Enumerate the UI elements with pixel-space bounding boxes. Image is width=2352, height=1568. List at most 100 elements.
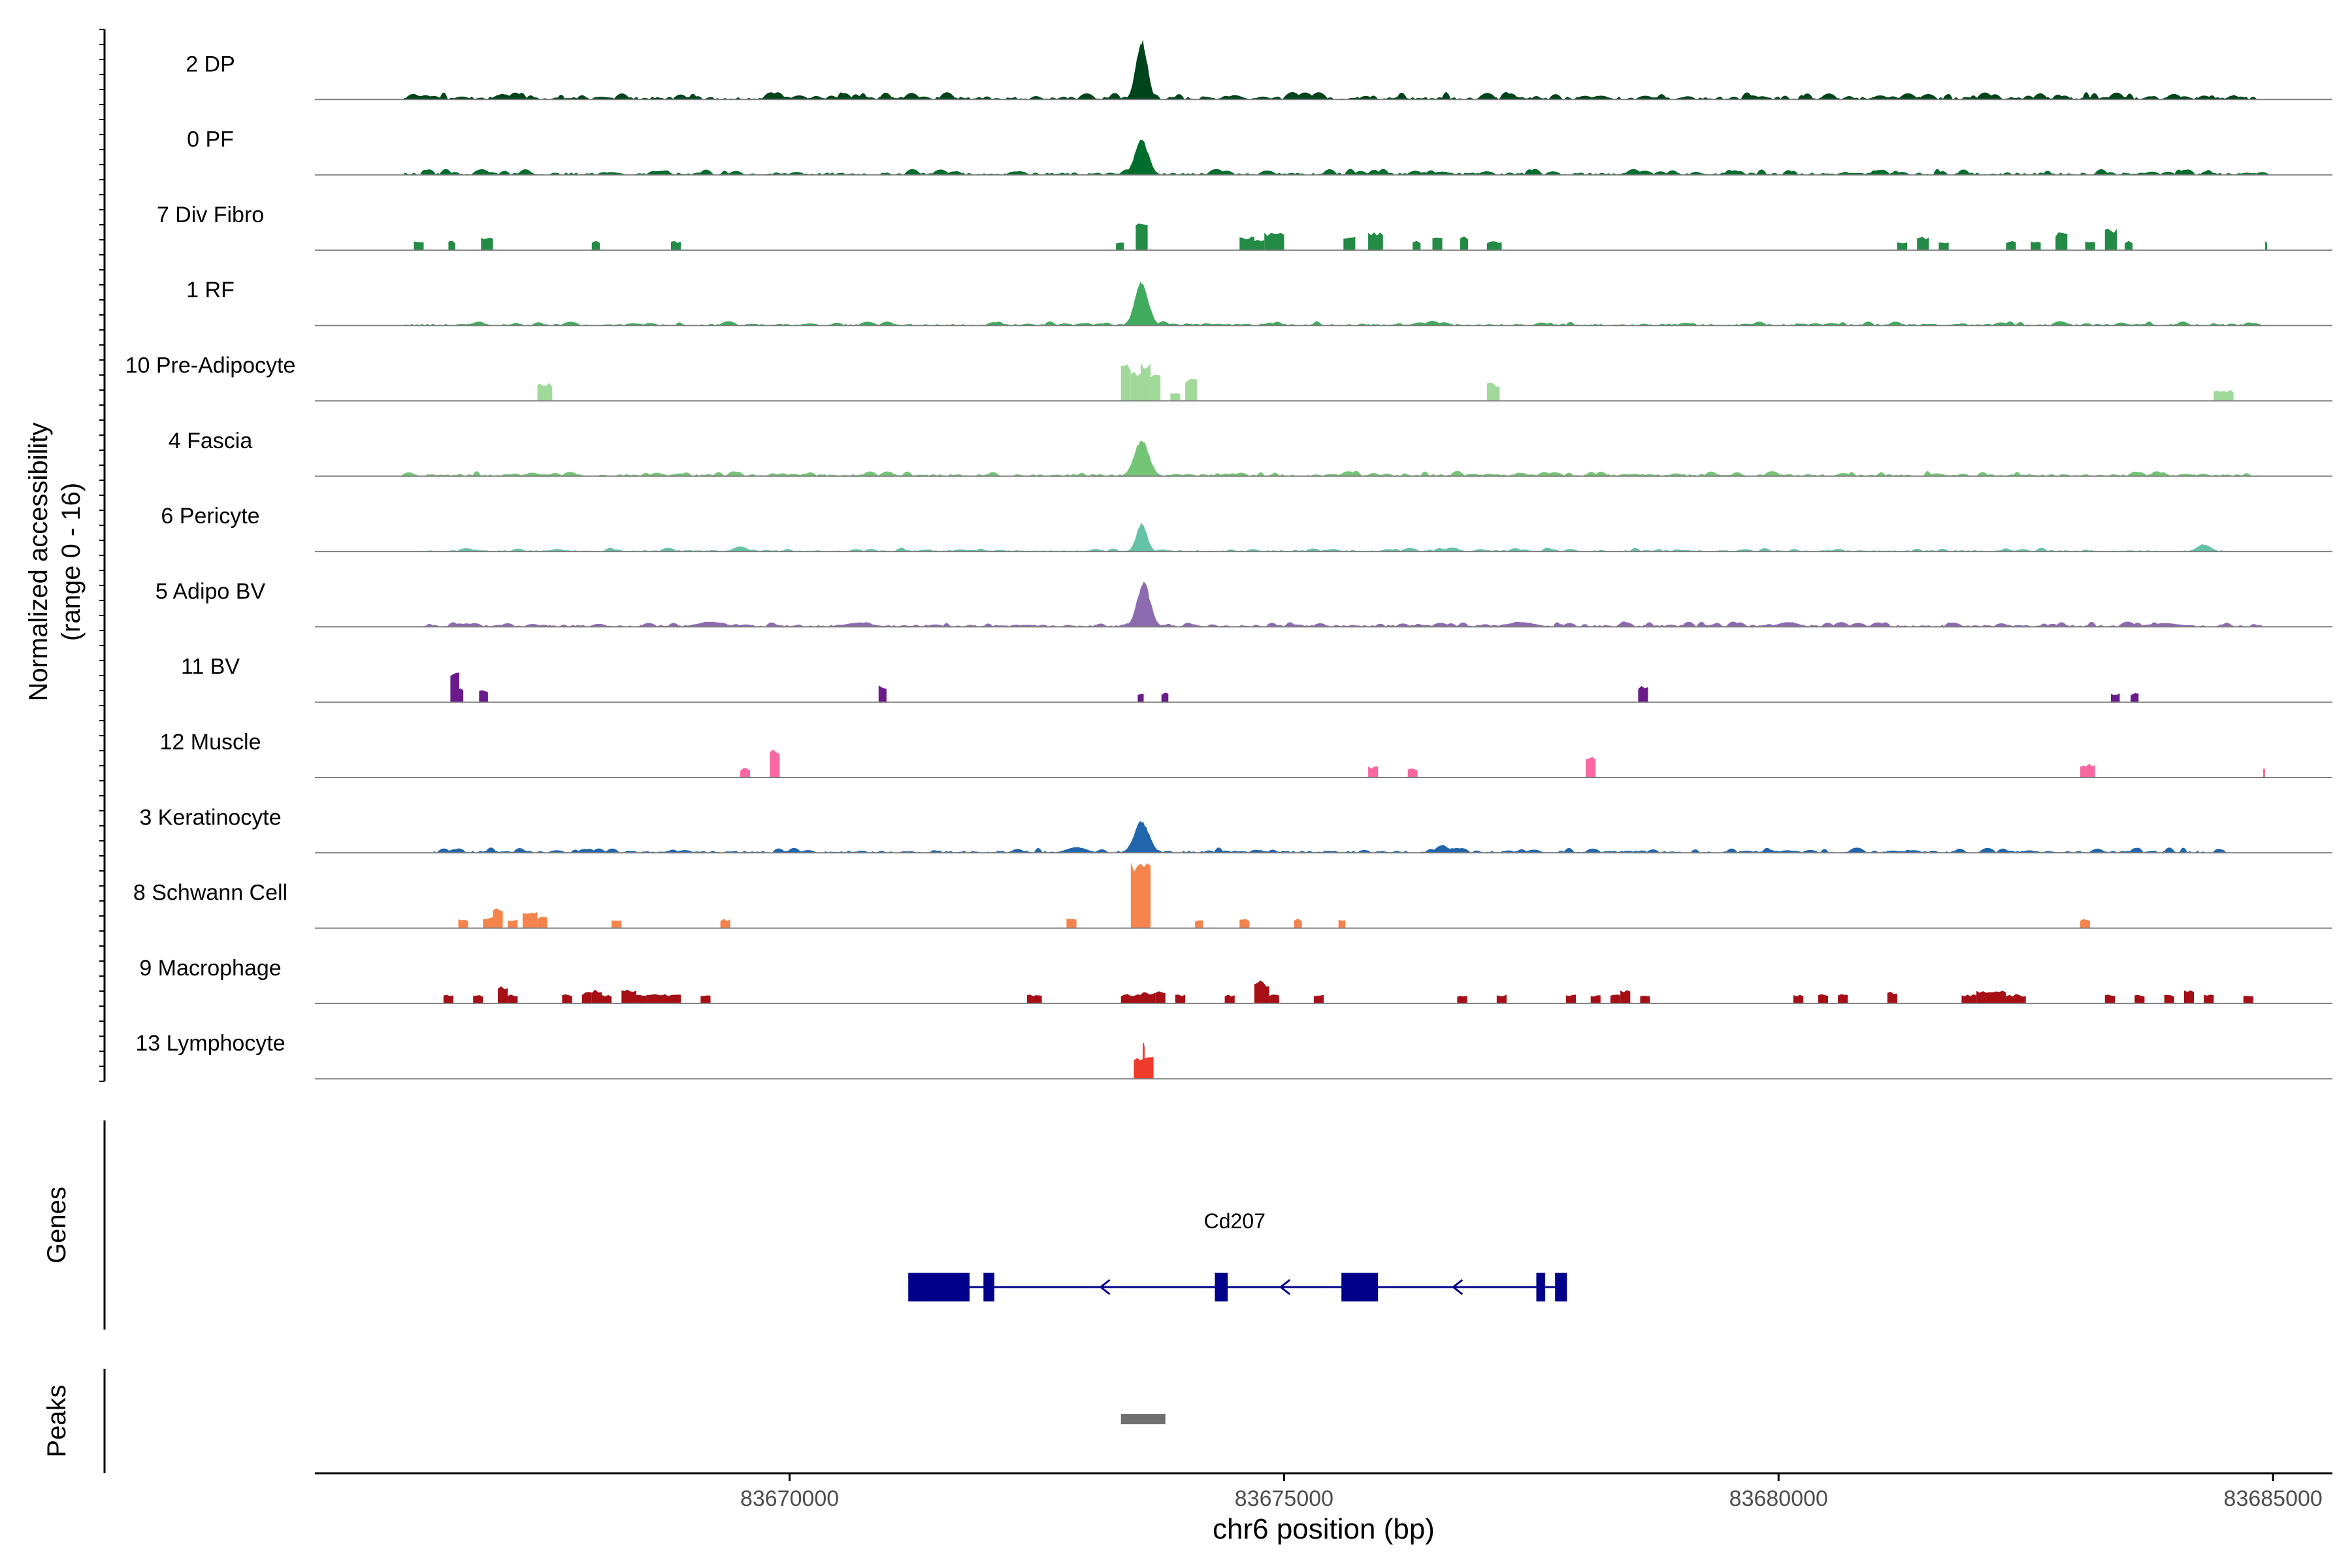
coverage-bump (604, 848, 620, 853)
coverage-block (1254, 980, 1269, 1004)
coverage-block (448, 240, 455, 250)
coverage-block (450, 672, 459, 702)
coverage-bump (1356, 849, 1372, 853)
coverage-peak (1414, 320, 1450, 326)
coverage-block (1620, 990, 1631, 1004)
x-axis-tick-label: 83680000 (1729, 1486, 1828, 1511)
coverage-bump (1978, 847, 1997, 853)
coverage-block (1175, 994, 1186, 1004)
coverage-bump (949, 171, 964, 175)
coverage-block (2204, 994, 2214, 1004)
coverage-block (591, 240, 600, 250)
coverage-block (1638, 686, 1648, 702)
coverage-bump (1420, 471, 1429, 476)
coverage-bump (1271, 321, 1284, 326)
coverage-block (670, 240, 681, 250)
coverage-peak (587, 172, 636, 175)
coverage-bump (1820, 93, 1838, 100)
coverage-peak (819, 622, 899, 627)
coverage-bump (1690, 849, 1700, 853)
coverage-bump (640, 472, 651, 476)
coverage-bump (1584, 848, 1602, 853)
coverage-bump (2142, 171, 2162, 175)
coverage-bump (1005, 171, 1025, 175)
coverage-block (481, 237, 493, 250)
coverage-bump (2086, 621, 2097, 627)
coverage-bump (2160, 171, 2176, 175)
coverage-bump (2179, 847, 2187, 853)
coverage-bump (659, 547, 678, 552)
track-1-rf: 1 RF (186, 278, 2332, 327)
coverage-block (1239, 237, 1254, 250)
coverage-bump (1646, 849, 1660, 853)
coverage-bump (1585, 472, 1597, 476)
peak-region-bar (1120, 1414, 1166, 1424)
coverage-block (1141, 362, 1151, 401)
coverage-bump (1563, 847, 1575, 853)
coverage-bump (1532, 322, 1551, 326)
coverage-bump (557, 95, 565, 100)
gene-exon (1536, 1273, 1546, 1301)
coverage-bump (647, 472, 666, 476)
coverage-bump (2125, 93, 2134, 100)
coverage-block (700, 995, 711, 1004)
coverage-block (2265, 241, 2268, 250)
coverage-bump (850, 94, 862, 100)
y-axis-title-line1: Normalized accessibility (24, 423, 53, 702)
coverage-bump (1703, 471, 1720, 476)
track-label: 5 Adipo BV (155, 579, 266, 604)
coverage-block (1120, 994, 1141, 1004)
coverage-bump (2163, 847, 2176, 853)
coverage-bump (1679, 96, 1697, 100)
coverage-bump (1729, 472, 1744, 476)
coverage-bump (436, 848, 451, 853)
coverage-bump (1536, 472, 1553, 476)
coverage-bump (2175, 321, 2191, 326)
track-label: 7 Div Fibro (157, 203, 264, 227)
coverage-block (1457, 996, 1467, 1004)
track-4-fascia: 4 Fascia (169, 429, 2332, 477)
coverage-bump (1969, 95, 1978, 100)
coverage-block (1170, 393, 1181, 401)
x-axis-title: chr6 position (bp) (1213, 1513, 1435, 1545)
coverage-y-axis-ticks (99, 29, 105, 1082)
coverage-bump (2089, 848, 2106, 853)
coverage-bump (439, 92, 448, 100)
coverage-bump (509, 548, 527, 552)
coverage-block (621, 989, 636, 1004)
coverage-bump (804, 472, 817, 476)
track-9-macrophage: 9 Macrophage (139, 956, 2332, 1004)
coverage-bump (1350, 470, 1362, 476)
coverage-bump (786, 847, 802, 853)
coverage-bump (1838, 322, 1848, 326)
coverage-peak (2218, 95, 2249, 100)
coverage-bump (1396, 93, 1407, 100)
track-6-pericyte: 6 Pericyte (161, 504, 2332, 553)
coverage-bump (1503, 93, 1519, 100)
track-3-keratinocyte: 3 Keratinocyte (139, 805, 2332, 854)
coverage-block (522, 911, 538, 928)
coverage-block (479, 690, 488, 702)
coverage-peak (1120, 821, 1164, 853)
coverage-bump (1870, 95, 1890, 100)
coverage-bump (1894, 172, 1910, 175)
coverage-bump (1629, 547, 1641, 552)
coverage-block (1640, 996, 1650, 1004)
coverage-block (2134, 994, 2145, 1004)
coverage-peak (1994, 548, 2018, 552)
track-label: 9 Macrophage (139, 956, 281, 981)
coverage-bump (1400, 473, 1409, 476)
coverage-block (636, 994, 647, 1004)
coverage-bump (1380, 473, 1394, 476)
coverage-block (1938, 242, 1949, 250)
coverage-bump (878, 321, 896, 326)
coverage-bump (447, 622, 459, 627)
coverage-bump (1107, 93, 1122, 100)
coverage-block (1610, 994, 1621, 1004)
coverage-block (537, 383, 553, 401)
coverage-bump (1956, 169, 1971, 175)
coverage-block (1368, 766, 1379, 777)
coverage-bump (1634, 171, 1656, 175)
coverage-bump (2144, 321, 2154, 326)
coverage-bump (2039, 623, 2049, 627)
